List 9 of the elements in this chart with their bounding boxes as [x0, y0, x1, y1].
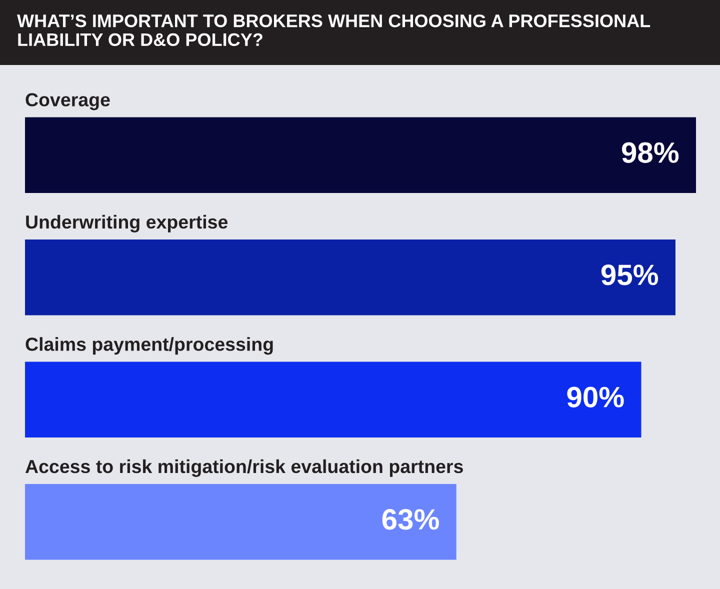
data-label: 95% [601, 264, 658, 286]
data-label: 63% [382, 509, 439, 530]
y-tick-label: Access to risk mitigation/risk evaluation partners [25, 459, 463, 477]
data-label: 98% [622, 142, 679, 163]
y-tick-label: Coverage [26, 93, 110, 110]
chart-title: WHAT’S IMPORTANT TO BROKERS WHEN CHOOSING A PROFESSIONAL LIABILITY OR D&O POLICY? [17, 14, 650, 46]
y-tick-label: Underwriting expertise [26, 214, 228, 232]
y-tick-label: Claims payment/processing [26, 337, 273, 355]
data-label: 90% [567, 386, 624, 408]
